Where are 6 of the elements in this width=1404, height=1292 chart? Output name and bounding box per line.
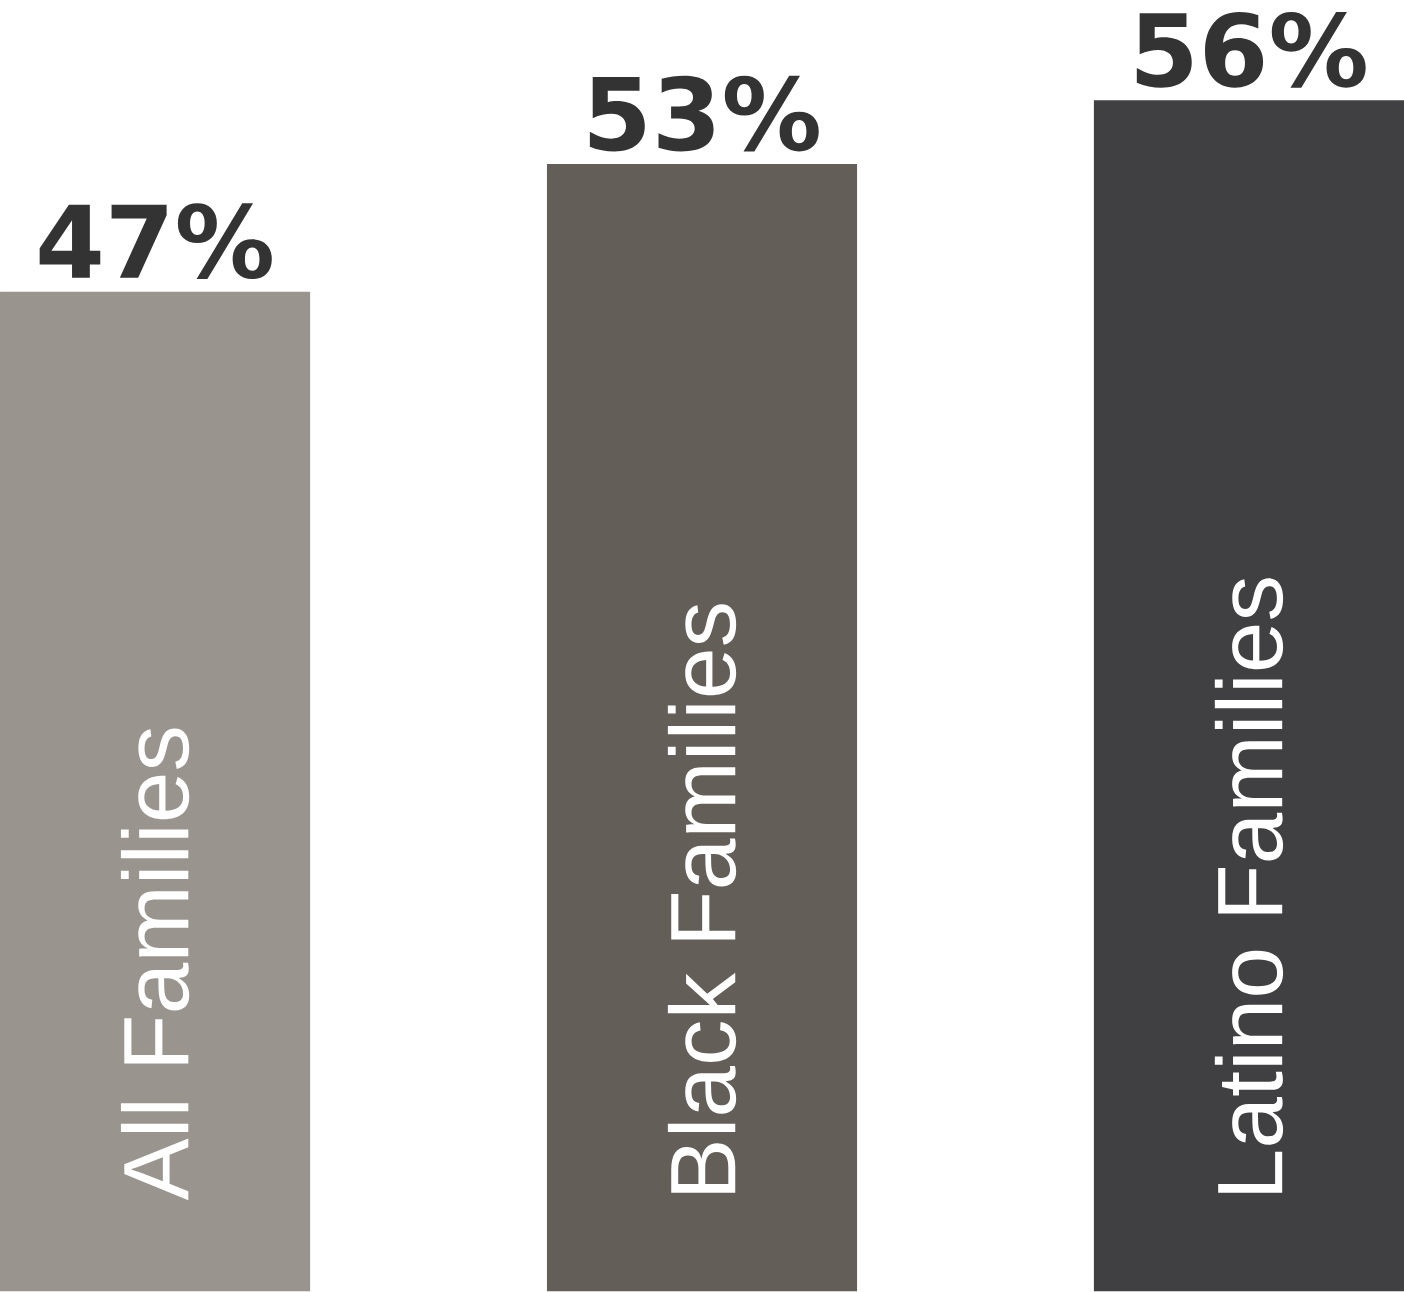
- x-tick-label: Black Families: [667, 604, 737, 1193]
- data-label: 47%: [39, 203, 272, 280]
- x-tick-label: Latino Families: [1214, 578, 1284, 1193]
- x-tick-label: All Families: [120, 728, 190, 1201]
- data-label: 56%: [1136, 12, 1366, 88]
- data-label: 53%: [589, 75, 819, 152]
